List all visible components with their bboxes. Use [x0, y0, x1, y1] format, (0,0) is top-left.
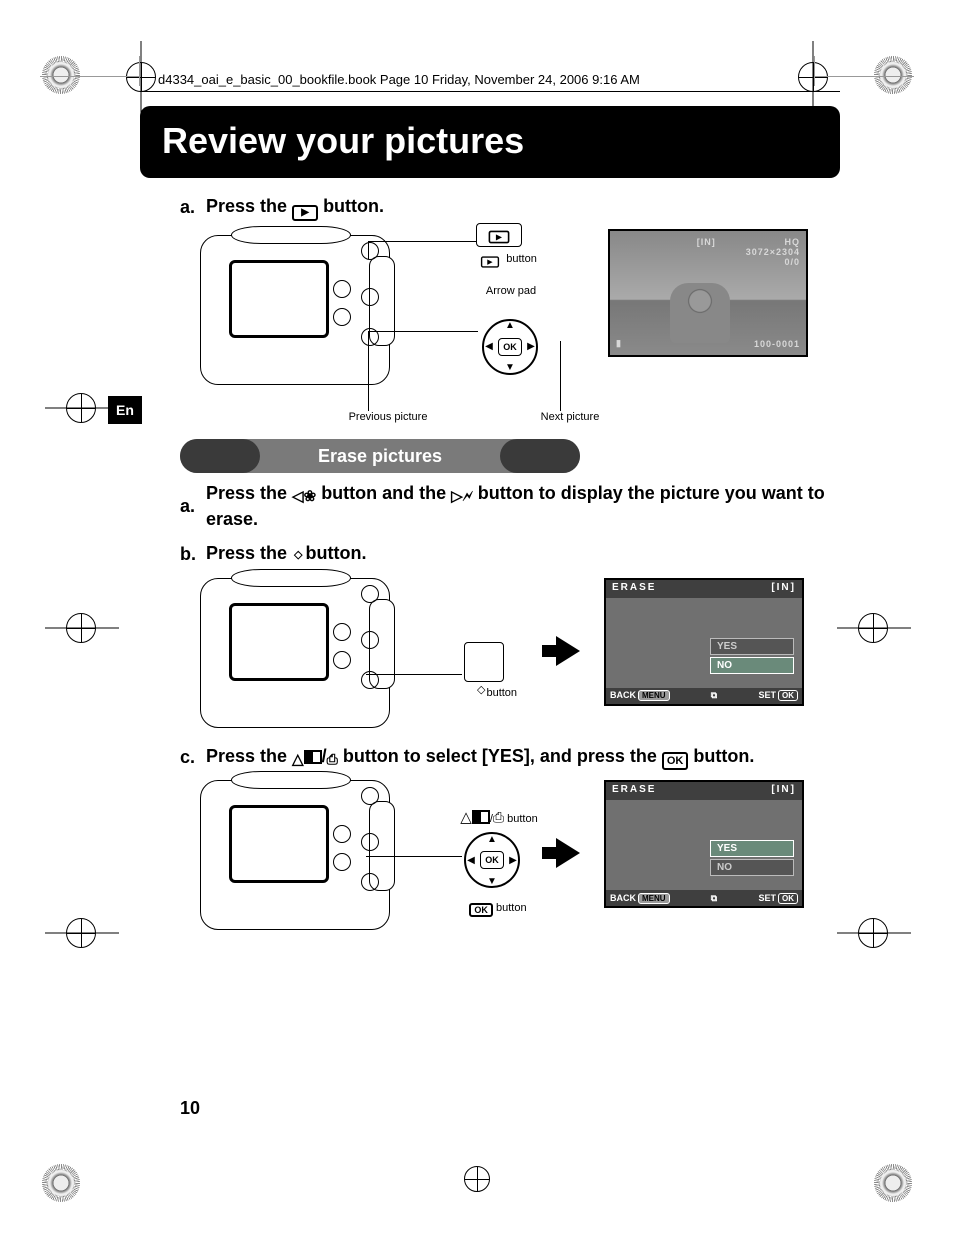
playback-preview: [IN] HQ 3072×2304 0/0 100-0001 ▮	[608, 229, 808, 357]
camera-illustration-2	[200, 578, 390, 728]
reg-mark-left-3	[66, 918, 96, 948]
overlay-res: 3072×2304	[746, 247, 800, 257]
erase-c-label: c.	[180, 745, 202, 769]
erase-b-t1: Press the	[206, 543, 292, 563]
step-a-text-before: Press the	[206, 196, 292, 216]
overlay-filenum: 100-0001	[754, 339, 800, 349]
screen1-mid: ⧉	[711, 690, 717, 701]
crop-ring-br	[874, 1164, 912, 1202]
section-title: Review your pictures	[140, 106, 840, 178]
reg-mark-left-1	[66, 393, 96, 423]
erase-c-t2: button to select [YES], and press the	[343, 746, 662, 766]
ok-button-label: OK button	[458, 902, 538, 917]
erase-step-c: c. Press the / button to select [YES], a…	[180, 744, 840, 771]
arrowpad-illustration: OK ▲▼ ◀▶	[482, 319, 538, 375]
exposure-icon	[304, 750, 322, 764]
page-number: 10	[180, 1098, 200, 1119]
trash-diamond-icon	[292, 543, 300, 567]
overlay-hq: HQ	[785, 237, 801, 247]
erase-screen-no: ERASE [IN] YES NO BACKMENU ⧉ SETOK	[604, 578, 804, 706]
arrow-to-screen-2	[556, 838, 580, 868]
print-icon	[327, 746, 338, 770]
step-a-press-play: a. Press the button.	[180, 194, 840, 221]
screen2-title: ERASE	[612, 784, 656, 798]
figure-review: button Arrow pad OK ▲▼ ◀▶ Previous pictu…	[200, 231, 840, 431]
erase-a-t1: Press the	[206, 483, 292, 503]
screen2-yes-selected: YES	[710, 840, 794, 857]
screen2-menu-badge: MENU	[638, 893, 670, 904]
screen1-in: [IN]	[771, 582, 796, 596]
reg-mark-left-2	[66, 613, 96, 643]
arrowpad-label: Arrow pad	[476, 285, 546, 297]
crop-ring-tr	[874, 56, 912, 94]
figure-erase-2: / button OK ▲▼ ◀▶ OK button ERASE [IN] Y…	[200, 780, 840, 950]
play-button-box	[476, 223, 522, 247]
screen1-no-selected: NO	[710, 657, 794, 674]
flash-icon	[463, 483, 473, 507]
leader-next-v	[560, 341, 561, 411]
left-arrow-icon	[292, 483, 304, 507]
screen2-set: SET	[758, 893, 776, 903]
camera-illustration-3	[200, 780, 390, 930]
erase-a-t2: button and the	[321, 483, 451, 503]
macro-icon	[304, 483, 317, 507]
leader-arrowpad2	[366, 856, 462, 857]
play-button-label: button	[472, 253, 542, 271]
leader-prev-v	[368, 331, 369, 411]
erase-b-t2: button.	[306, 543, 367, 563]
leader-to-arrowpad-h	[368, 331, 478, 332]
overlay-in: [IN]	[697, 237, 716, 247]
reg-mark-right-2	[858, 918, 888, 948]
crop-ring-tl	[42, 56, 80, 94]
leader-trash	[366, 674, 462, 675]
erase-b-label: b.	[180, 542, 202, 566]
screen2-mid: ⧉	[711, 893, 717, 904]
screen2-in: [IN]	[771, 784, 796, 798]
arrowpad-illustration-2: OK ▲▼ ◀▶	[464, 832, 520, 888]
right-arrow-icon	[451, 483, 463, 507]
screen1-set: SET	[758, 690, 776, 700]
up-expo-print-label: / button	[444, 808, 554, 826]
trim-h-tl	[40, 76, 140, 77]
up-triangle-icon	[292, 746, 304, 770]
erase-step-a: a. Press the button and the button to di…	[180, 481, 840, 532]
trash-button-box	[464, 642, 504, 682]
screen2-back: BACK	[610, 893, 636, 903]
figure-erase-1: button ERASE [IN] YES NO BACKMENU ⧉ SETO…	[200, 578, 840, 738]
erase-screen-yes: ERASE [IN] YES NO BACKMENU ⧉ SETOK	[604, 780, 804, 908]
play-icon	[292, 205, 318, 221]
erase-pictures-title: Erase pictures	[180, 439, 580, 473]
screen2-ok-badge: OK	[778, 893, 798, 904]
screen1-menu-badge: MENU	[638, 690, 670, 701]
running-head: d4334_oai_e_basic_00_bookfile.book Page …	[140, 70, 840, 92]
erase-c-t3: button.	[693, 746, 754, 766]
leader-to-play	[368, 241, 369, 259]
overlay-battery: ▮	[616, 338, 622, 349]
screen2-no: NO	[710, 859, 794, 876]
screen1-ok-badge: OK	[778, 690, 798, 701]
bottom-reg-mark	[464, 1166, 490, 1192]
language-tab: En	[108, 396, 142, 424]
screen1-title: ERASE	[612, 582, 656, 596]
overlay-count: 0/0	[784, 257, 800, 267]
screen1-back: BACK	[610, 690, 636, 700]
step-a-text-after: button.	[323, 196, 384, 216]
step-a-label: a.	[180, 195, 202, 219]
ok-button-small: OK	[498, 338, 522, 356]
reg-mark-right-1	[858, 613, 888, 643]
arrow-to-screen-1	[556, 636, 580, 666]
erase-step-b: b. Press the button.	[180, 541, 840, 567]
erase-c-t1: Press the	[206, 746, 292, 766]
ok-icon: OK	[662, 752, 689, 771]
prev-picture-label: Previous picture	[338, 411, 438, 423]
manual-page: d4334_oai_e_basic_00_bookfile.book Page …	[140, 70, 840, 950]
subsection-erase-pictures: Erase pictures	[180, 439, 580, 473]
erase-a-label: a.	[180, 494, 202, 518]
trash-button-label: button	[456, 686, 536, 699]
crop-ring-bl	[42, 1164, 80, 1202]
screen1-yes: YES	[710, 638, 794, 655]
leader-to-play-h	[368, 241, 478, 242]
next-picture-label: Next picture	[530, 411, 610, 423]
camera-illustration-1	[200, 235, 390, 385]
